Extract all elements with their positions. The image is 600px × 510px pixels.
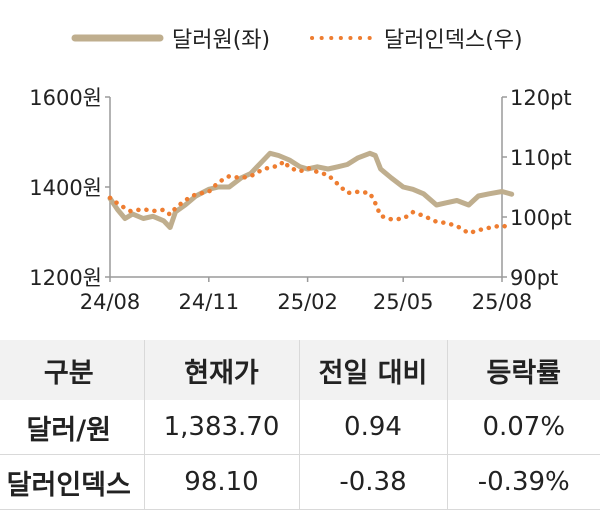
- table-header-row: 구분 현재가 전일 대비 등락률: [0, 340, 600, 400]
- y-left-tick-label: 1600원: [29, 86, 102, 110]
- chart-axes: 1200원 1400원 1600원 90pt 100pt 110pt 120pt 24/08 2…: [29, 86, 571, 314]
- table-row: 달러인덱스 98.10 -0.38 -0.39%: [0, 454, 600, 510]
- plot-area: [107, 150, 515, 236]
- x-tick-label: 24/08: [80, 290, 141, 314]
- series-line-usdkrw: [107, 150, 515, 230]
- header-current-price: 현재가: [143, 340, 299, 400]
- header-category: 구분: [0, 340, 144, 400]
- x-tick-label: 24/11: [179, 290, 240, 314]
- y-right-tick-label: 100pt: [510, 206, 572, 230]
- legend-label-usdkrw: 달러원(좌): [172, 28, 270, 53]
- row-change: -0.38: [298, 454, 447, 510]
- x-tick-label: 25/02: [277, 290, 338, 314]
- y-left-tick-label: 1200원: [29, 266, 102, 290]
- x-tick-label: 25/05: [373, 290, 434, 314]
- row-name: 달러인덱스: [0, 454, 144, 510]
- row-price: 98.10: [143, 454, 299, 510]
- header-change-rate: 등락률: [446, 340, 600, 400]
- legend-label-dxy: 달러인덱스(우): [384, 28, 523, 53]
- y-left-tick-label: 1400원: [29, 176, 102, 200]
- header-daily-change: 전일 대비: [298, 340, 447, 400]
- x-tick-label: 25/08: [472, 290, 533, 314]
- series-dotted-line-dxy: [107, 157, 514, 236]
- y-right-tick-label: 110pt: [510, 146, 572, 170]
- y-right-tick-label: 90pt: [510, 266, 558, 290]
- table-row: 달러/원 1,383.70 0.94 0.07%: [0, 400, 600, 455]
- quote-table: 구분 현재가 전일 대비 등락률 달러/원 1,383.70 0.94 0.07…: [0, 340, 600, 510]
- row-change: 0.94: [298, 400, 447, 455]
- y-right-tick-label: 120pt: [510, 86, 572, 110]
- row-price: 1,383.70: [143, 400, 299, 455]
- chart-legend: 달러원(좌) 달러인덱스(우): [71, 28, 523, 53]
- exchange-rate-chart: 달러원(좌) 달러인덱스(우) 1200원 1400원 1600원 90pt 100pt…: [29, 28, 571, 314]
- row-name: 달러/원: [0, 400, 144, 455]
- row-rate: -0.39%: [446, 454, 600, 510]
- row-rate: 0.07%: [446, 400, 600, 455]
